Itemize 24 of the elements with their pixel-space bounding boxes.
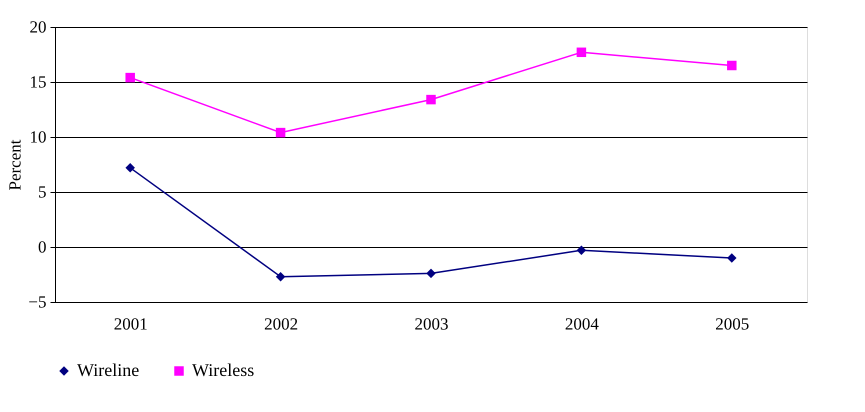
point bbox=[125, 72, 135, 82]
x-tick-label: 2005 bbox=[715, 314, 750, 334]
point bbox=[276, 272, 286, 282]
y-tick-label: 5 bbox=[38, 182, 46, 202]
point bbox=[426, 268, 436, 278]
y-axis-title: Percent bbox=[5, 139, 24, 190]
y-tick-label: −5 bbox=[28, 292, 46, 312]
x-tick-label: 2002 bbox=[264, 314, 298, 334]
point bbox=[727, 60, 737, 70]
point bbox=[576, 246, 586, 256]
y-tick-label: 15 bbox=[30, 72, 46, 92]
x-tick-label: 2003 bbox=[414, 314, 448, 334]
legend-label: Wireless bbox=[192, 360, 254, 380]
point bbox=[125, 163, 135, 173]
y-tick-label: 10 bbox=[30, 128, 46, 146]
point bbox=[276, 128, 286, 138]
point bbox=[426, 94, 436, 104]
y-tick-label: 0 bbox=[38, 238, 46, 256]
point bbox=[576, 48, 586, 58]
x-tick-label: 2001 bbox=[114, 314, 148, 334]
point bbox=[727, 253, 737, 263]
x-tick-label: 2004 bbox=[564, 314, 600, 334]
y-tick-label: 20 bbox=[30, 18, 46, 36]
legend-label: Wireline bbox=[77, 360, 140, 380]
